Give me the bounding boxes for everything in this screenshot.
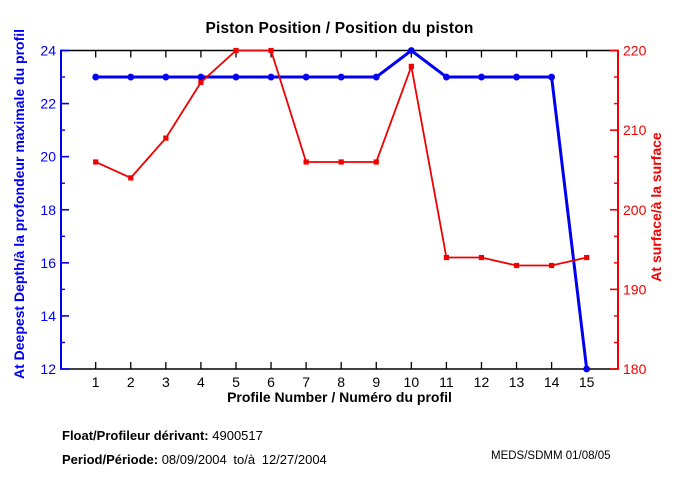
svg-text:200: 200 <box>623 202 647 218</box>
surface-line <box>95 49 587 267</box>
deep-depth-marker <box>232 73 240 81</box>
svg-text:14: 14 <box>40 308 56 324</box>
svg-text:24: 24 <box>40 43 56 59</box>
deep-depth-marker <box>92 73 100 81</box>
period-conjunction: to/à <box>233 452 256 467</box>
chart-title: Piston Position / Position du piston <box>205 20 474 37</box>
svg-text:8: 8 <box>337 374 345 390</box>
deep-depth-line <box>95 48 589 370</box>
svg-text:13: 13 <box>509 374 525 390</box>
deep-depth-series <box>92 47 591 373</box>
surface-marker <box>268 47 274 54</box>
svg-text:3: 3 <box>162 374 170 390</box>
svg-text:20: 20 <box>40 149 56 165</box>
deep-depth-marker <box>478 73 485 81</box>
right-axis-ticks: 180 190 200 210 220 <box>610 43 647 377</box>
svg-text:4: 4 <box>197 374 205 390</box>
plot-frame <box>60 49 619 370</box>
surface-marker <box>303 159 309 165</box>
svg-text:180: 180 <box>623 361 647 377</box>
surface-marker <box>233 47 239 54</box>
svg-text:6: 6 <box>267 374 275 390</box>
surface-marker <box>443 254 449 261</box>
deep-depth-marker <box>548 73 556 81</box>
deep-depth-marker <box>513 73 520 81</box>
surface-marker <box>128 175 134 181</box>
x-axis-ticks: 1 2 3 4 5 6 7 8 9 10 11 12 13 14 15 <box>92 50 595 390</box>
deep-depth-marker <box>443 73 450 81</box>
period-info-line: Period/Période: 08/09/2004 to/à 12/27/20… <box>62 452 327 467</box>
surface-marker <box>513 262 520 269</box>
deep-depth-marker <box>197 73 205 81</box>
surface-marker <box>198 79 204 85</box>
deep-depth-marker <box>127 73 135 81</box>
svg-text:9: 9 <box>372 374 380 390</box>
svg-text:12: 12 <box>40 361 56 377</box>
svg-text:12: 12 <box>474 374 490 390</box>
surface-marker <box>373 159 379 165</box>
svg-text:190: 190 <box>623 281 647 297</box>
deep-depth-marker <box>337 73 345 81</box>
float-label: Float/Profileur dérivant: <box>62 428 209 443</box>
period-end-date: 12/27/2004 <box>261 452 327 467</box>
svg-text:7: 7 <box>302 374 310 390</box>
svg-text:14: 14 <box>544 374 560 390</box>
svg-text:16: 16 <box>40 255 56 271</box>
deep-depth-marker <box>372 73 380 81</box>
svg-text:15: 15 <box>579 374 595 390</box>
deep-depth-marker <box>583 365 591 373</box>
svg-text:2: 2 <box>127 374 135 390</box>
x-axis-title: Profile Number / Numéro du profil <box>227 389 452 405</box>
float-value: 4900517 <box>212 428 263 443</box>
svg-text:5: 5 <box>232 374 240 390</box>
period-label: Period/Période: <box>62 452 159 467</box>
deep-depth-marker <box>302 73 310 81</box>
deep-depth-marker <box>407 47 415 54</box>
svg-text:18: 18 <box>40 202 56 218</box>
surface-marker <box>163 135 169 141</box>
float-info-line: Float/Profileur dérivant: 4900517 <box>62 428 263 443</box>
surface-marker <box>408 63 414 70</box>
surface-marker <box>584 254 590 261</box>
svg-text:220: 220 <box>623 43 647 59</box>
svg-text:10: 10 <box>404 374 420 390</box>
left-axis-ticks: 12 14 16 18 20 22 24 <box>40 43 69 377</box>
credit-stamp: MEDS/SDMM 01/08/05 <box>491 450 611 462</box>
surface-marker <box>338 159 344 165</box>
svg-text:22: 22 <box>40 96 56 112</box>
deep-depth-marker <box>267 73 275 81</box>
surface-marker <box>549 262 555 269</box>
svg-text:210: 210 <box>623 122 647 138</box>
svg-text:11: 11 <box>439 374 454 390</box>
svg-text:1: 1 <box>92 374 100 390</box>
deep-depth-marker <box>162 73 170 81</box>
surface-marker <box>478 254 485 261</box>
period-start-date: 08/09/2004 <box>161 452 227 467</box>
surface-marker <box>93 159 99 165</box>
surface-series <box>93 47 590 269</box>
